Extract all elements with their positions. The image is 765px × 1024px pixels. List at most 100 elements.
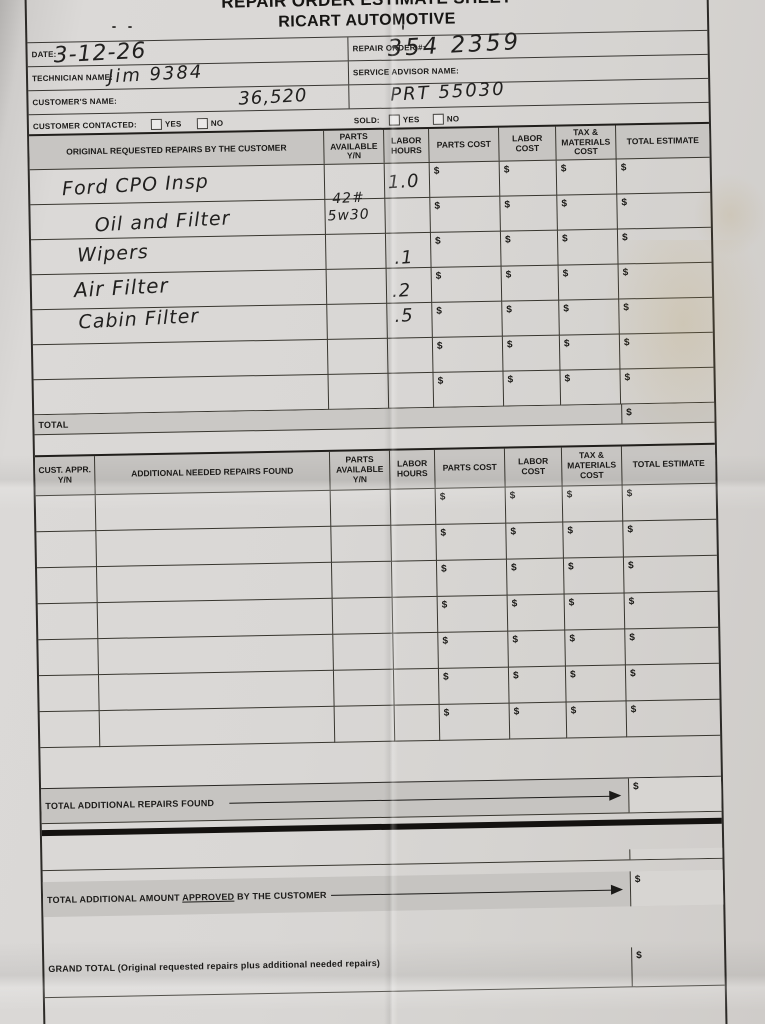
col-total-estimate: TOTAL ESTIMATE (626, 134, 699, 146)
total-label: TOTAL (38, 419, 69, 430)
cust-appr-cell (38, 639, 99, 677)
parts-available-cell (325, 233, 387, 270)
labor-cost-cell: $ (508, 666, 567, 704)
col-parts-cost: PARTS COST (429, 127, 500, 162)
total-estimate-cell: $ (622, 483, 717, 522)
labor-cost-cell: $ (506, 558, 565, 596)
pen-mark (402, 24, 404, 30)
technician-label: TECHNICIAN NAME: (31, 72, 114, 84)
pen-mark (128, 26, 132, 28)
contacted-yes-checkbox (150, 118, 162, 131)
labor-hours-cell (387, 337, 434, 374)
table1-rows: Ford CPO Insp 1.0 $ $ $ $ Oil and Filter… (29, 157, 715, 416)
total-estimate-cell: $ (619, 297, 713, 335)
labor-cost-cell: $ (500, 195, 558, 232)
labor-hours-cell: .5 (387, 302, 433, 339)
col-labor-cost: LABOR COST (504, 447, 563, 487)
labor-cost-cell: $ (502, 300, 560, 337)
customer-handwriting-right: PRT 55030 (389, 78, 507, 106)
labor-hours-cell (390, 488, 437, 526)
labor-hours-cell (388, 372, 435, 409)
labor-hours-cell (394, 704, 441, 742)
date-handwriting: 3-12-26 (52, 38, 148, 69)
labor-hours-cell (385, 197, 431, 234)
repair-desc-cell (33, 374, 330, 416)
labor-hours-cell: 1.0 (384, 162, 431, 199)
repair-desc-cell: Wipers (30, 234, 327, 276)
parts-available-cell (334, 705, 396, 743)
handwriting: .1 (393, 246, 415, 269)
additional-repair-cell (97, 598, 334, 640)
sold-no-checkbox (432, 113, 444, 125)
cust-appr-cell (37, 603, 99, 641)
additional-repair-cell (96, 526, 332, 568)
parts-available-cell (333, 633, 394, 671)
labor-hours-cell: .1 (385, 232, 432, 269)
total-additional-approved-dollar-cell: $ (629, 869, 724, 907)
cust-appr-cell (39, 711, 101, 749)
total-estimate-cell: $ (626, 699, 721, 738)
tax-cost-cell: $ (566, 701, 628, 739)
col-labor-hours: LABOR HOURS (389, 449, 436, 489)
additional-repair-cell (98, 634, 334, 676)
table2-rows: $ $ $ $ $ $ $ $ (35, 483, 721, 749)
parts-cost-cell: $ (438, 667, 510, 705)
repair-desc-cell: Ford CPO Insp (29, 164, 326, 206)
additional-repair-cell (95, 490, 332, 532)
tax-cost-cell: $ (562, 485, 624, 523)
parts-cost-cell: $ (432, 301, 503, 338)
parts-available-cell (328, 373, 390, 410)
col-labor-cost: LABOR COST (499, 126, 557, 161)
parts-available-cell (331, 525, 392, 563)
parts-cost-cell: $ (430, 196, 501, 233)
col-parts-cost: PARTS COST (434, 448, 506, 488)
additional-repair-cell (96, 562, 333, 604)
tax-cost-cell: $ (560, 369, 622, 406)
additional-repair-cell (99, 706, 336, 748)
contacted-no-checkbox (196, 117, 208, 130)
sold-yes-checkbox (388, 114, 400, 126)
total-estimate-cell: $ (625, 627, 719, 666)
repair-desc-cell: Oil and Filter (30, 199, 326, 241)
total-dollar-cell: $ (621, 402, 715, 424)
handwriting: Wipers (76, 240, 150, 267)
parts-available-cell (333, 669, 395, 707)
total-additional-label: TOTAL ADDITIONAL REPAIRS FOUND (45, 797, 215, 812)
tax-cost-cell: $ (559, 299, 620, 336)
sold-no-label: NO (446, 114, 460, 124)
total-estimate-cell: $ (623, 519, 717, 558)
handwriting: Ford CPO Insp (61, 170, 210, 201)
col-requested-repairs: ORIGINAL REQUESTED REPAIRS BY THE CUSTOM… (29, 130, 325, 170)
sold-yes-label: YES (402, 115, 420, 125)
label-approved-underlined: APPROVED (182, 891, 235, 903)
total-estimate-cell: $ (624, 591, 719, 630)
repair-order-form: REPAIR ORDER ESTIMATE SHEET RICART AUTOM… (19, 0, 732, 1024)
labor-cost-cell: $ (503, 370, 562, 407)
grand-total-label: GRAND TOTAL (Original requested repairs … (48, 957, 381, 975)
labor-cost-cell: $ (502, 335, 561, 372)
handwriting: .2 (391, 279, 412, 302)
handwriting: 42# (331, 189, 366, 208)
total-estimate-cell: $ (623, 555, 718, 594)
label-post: BY THE CUSTOMER (234, 889, 327, 902)
arrow-line (331, 889, 622, 896)
tax-cost-cell: $ (565, 629, 626, 667)
tax-cost-cell: $ (563, 557, 625, 595)
column-divider (347, 61, 350, 85)
parts-cost-cell: $ (438, 631, 509, 669)
handwriting: 1.0 (387, 170, 421, 194)
labor-cost-cell: $ (507, 594, 566, 632)
labor-hours-cell (391, 524, 437, 562)
contacted-no-label: NO (210, 118, 224, 128)
labor-hours-cell: .2 (386, 267, 433, 304)
col-additional-repairs: ADDITIONAL NEEDED REPAIRS FOUND (94, 451, 331, 495)
total-estimate-cell: $ (617, 192, 711, 230)
contacted-yes-label: YES (164, 119, 182, 129)
parts-available-cell (332, 597, 394, 635)
column-divider (347, 37, 349, 61)
col-parts-available: PARTS AVAILABLE Y/N (324, 129, 385, 164)
technician-handwriting: Jim 9384 (107, 61, 204, 88)
form-sheet: REPAIR ORDER ESTIMATE SHEET RICART AUTOM… (24, 0, 729, 1024)
column-divider (348, 85, 350, 109)
total-estimate-cell: $ (618, 262, 713, 300)
